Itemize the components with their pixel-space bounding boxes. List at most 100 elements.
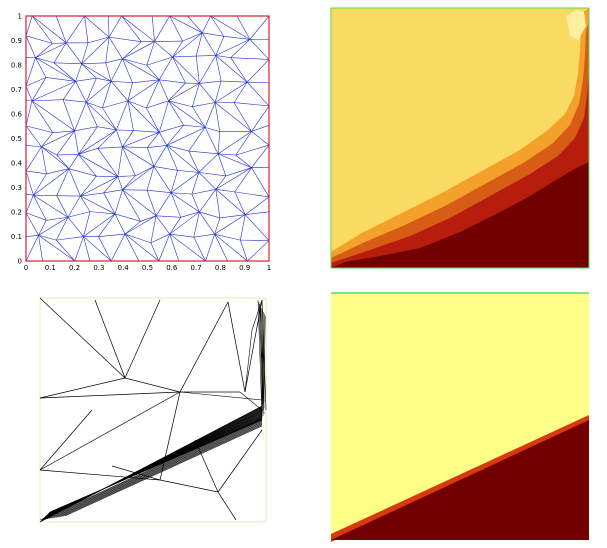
- mesh-edge: [25, 212, 39, 236]
- mesh-edge: [191, 172, 200, 195]
- mesh-edge: [177, 170, 199, 173]
- mesh-edge: [35, 43, 53, 59]
- mesh-edge: [169, 217, 181, 235]
- mesh-edge: [188, 150, 200, 173]
- mesh-edge: [150, 215, 157, 243]
- mesh-edge: [154, 41, 173, 58]
- mesh-edge: [172, 56, 200, 84]
- mesh-edge: [25, 234, 39, 237]
- mesh-edge: [105, 62, 112, 82]
- mesh-edge: [159, 79, 186, 84]
- mesh-edge: [31, 99, 64, 102]
- coarse-contour-panel: [330, 7, 590, 269]
- mesh-edge: [122, 166, 155, 190]
- mesh-edge: [166, 127, 206, 146]
- mesh-edge: [215, 55, 222, 82]
- mesh-edge: [124, 221, 141, 235]
- mesh-edge: [214, 217, 221, 235]
- mesh-edge: [234, 191, 246, 215]
- contour-dark-region: [331, 162, 589, 268]
- mesh-edge: [41, 146, 70, 169]
- mesh-edge: [199, 55, 217, 84]
- mesh-edge: [193, 237, 206, 262]
- mesh-edge: [117, 176, 123, 190]
- mesh-edge: [121, 15, 155, 42]
- mesh-edge: [172, 40, 183, 58]
- mesh-edge: [68, 154, 79, 169]
- mesh-edge: [25, 125, 53, 133]
- mesh-edge: [188, 150, 219, 155]
- mesh-edge: [102, 107, 117, 131]
- mesh-edge: [110, 81, 129, 102]
- x-tick-label: 0.9: [239, 264, 250, 272]
- mesh-edge: [170, 172, 200, 193]
- mesh-edge: [75, 81, 87, 103]
- adapted-mesh-edge: [217, 429, 263, 493]
- mesh-edge: [199, 80, 222, 84]
- mesh-edge: [122, 58, 147, 66]
- mesh-edge: [251, 125, 270, 132]
- mesh-edge: [62, 81, 76, 100]
- mesh-edge: [85, 78, 97, 103]
- mesh-edge: [169, 15, 183, 42]
- mesh-edge: [122, 146, 136, 176]
- mesh-edge: [83, 236, 112, 262]
- adapted-mesh-edge: [262, 313, 265, 405]
- mesh-edge: [240, 240, 248, 262]
- mesh-edge: [155, 215, 170, 235]
- mesh-edge: [204, 102, 216, 128]
- y-tick-label: 0.7: [11, 86, 22, 94]
- mesh-edge: [108, 36, 123, 59]
- adapted-mesh-edge: [244, 329, 253, 393]
- mesh-edge: [108, 36, 142, 42]
- mesh-edge: [56, 168, 70, 196]
- mesh-edge: [153, 145, 167, 167]
- mesh-edge: [210, 15, 251, 40]
- mesh-edge: [78, 129, 117, 155]
- mesh-edge: [146, 41, 155, 66]
- mesh-edge: [41, 146, 57, 156]
- mesh-edge: [103, 192, 116, 215]
- x-tick-label: 0.3: [93, 264, 104, 272]
- mesh-edge: [195, 55, 200, 84]
- mesh-edge: [215, 55, 248, 83]
- mesh-edge: [65, 15, 85, 44]
- mesh-edge: [221, 80, 248, 83]
- mesh-edge: [166, 124, 184, 146]
- mesh-edge: [230, 57, 248, 83]
- mesh-edge: [25, 212, 47, 221]
- mesh-edge: [80, 195, 91, 212]
- mesh-edge: [201, 15, 211, 33]
- mesh-edge: [110, 233, 126, 262]
- mesh-edge: [198, 172, 217, 190]
- mesh-edge: [218, 153, 236, 156]
- mesh-edge: [35, 57, 55, 64]
- mesh-edge: [147, 145, 167, 148]
- adapted-mesh-edge: [217, 491, 237, 521]
- adapted-mesh-edge: [60, 424, 263, 517]
- mesh-edge: [33, 195, 47, 221]
- adapted-mesh-edge: [124, 377, 181, 393]
- mesh-edge: [169, 233, 180, 262]
- mesh-edge: [78, 126, 98, 155]
- y-tick-label: 0.4: [11, 160, 23, 168]
- y-tick-labels: 0 0.1 0.2 0.3 0.4 0.5 0.6 0.7 0.8 0.9 1: [11, 13, 23, 266]
- mesh-edge: [98, 213, 116, 237]
- mesh-edge: [80, 192, 104, 197]
- mesh-edge: [74, 236, 84, 262]
- mesh-edge: [133, 130, 160, 133]
- mesh-edge: [38, 234, 57, 241]
- mesh-edge: [56, 130, 75, 156]
- mesh-edge: [31, 100, 53, 133]
- mesh-edge: [74, 130, 79, 155]
- adapted-mesh-edge: [39, 409, 93, 471]
- mesh-edge: [122, 146, 148, 148]
- mesh-edge: [214, 81, 248, 103]
- mesh-edge: [166, 145, 200, 173]
- mesh-edge: [187, 15, 203, 34]
- mesh-edge: [215, 189, 246, 215]
- mesh-edge: [33, 173, 47, 196]
- adapted-mesh-edge: [263, 315, 266, 403]
- mesh-edge: [25, 35, 53, 44]
- mesh-edge: [41, 130, 75, 148]
